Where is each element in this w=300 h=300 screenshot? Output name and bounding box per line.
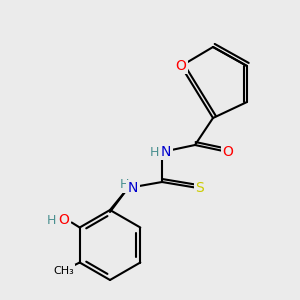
Text: N: N (128, 181, 138, 195)
Text: O: O (223, 145, 233, 159)
Text: S: S (196, 181, 204, 195)
Text: CH₃: CH₃ (53, 266, 74, 275)
Text: O: O (176, 59, 186, 73)
Text: N: N (161, 145, 171, 159)
Text: O: O (58, 214, 69, 227)
Text: H: H (119, 178, 129, 191)
Text: H: H (47, 214, 56, 227)
Text: H: H (149, 146, 159, 158)
